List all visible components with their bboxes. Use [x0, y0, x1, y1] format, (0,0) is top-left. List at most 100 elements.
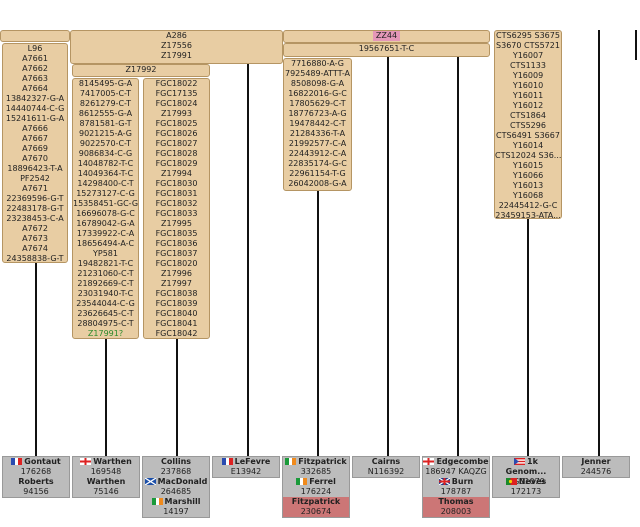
flag-icon — [505, 478, 517, 485]
kit: Cairns N116392 — [353, 457, 419, 477]
kit-group: Fitzpatrick 332685 Ferrel 176224 Fitzpatrick… — [282, 456, 350, 518]
snp-label: FGC18039 — [155, 299, 198, 308]
snp-label: 8261279-C-T — [79, 99, 132, 108]
kit-id: 176268 — [20, 467, 52, 476]
kit-name-text: Warthen — [86, 477, 126, 486]
kit-name: Roberts — [3, 477, 69, 487]
kit-name: Fitzpatrick — [283, 497, 349, 507]
snp-label: FGC18026 — [155, 129, 198, 138]
snp-label: FGC18025 — [155, 119, 198, 128]
snp-label: 7925489-ATTT-A — [284, 69, 351, 78]
snp-label: 13842327-G-A — [5, 94, 65, 103]
kit-name: Edgecombe — [423, 457, 489, 467]
kit-id: 176224 — [300, 487, 332, 496]
snp-block: 8145495-G-A 7417005-C-T 8261279-C-T 8612555… — [72, 78, 139, 339]
kit: Edgecombe 186947 KAQZG — [423, 457, 489, 477]
snp-label: 26042008-G-A — [288, 179, 347, 188]
kit-name-text: Jenner — [581, 457, 611, 466]
flag-icon — [285, 458, 297, 465]
kit-name-text: Fitzpatrick — [291, 497, 341, 506]
kit-id: 244576 — [580, 467, 612, 476]
snp-label: A7670 — [22, 154, 48, 163]
snp-label: Y16015 — [512, 161, 544, 170]
snp-label: A7662 — [22, 64, 48, 73]
snp-label: Z17991? — [87, 329, 124, 338]
snp-label: A7666 — [22, 124, 48, 133]
kit-name-text: Neves — [518, 477, 547, 486]
kit-name: Gontaut — [3, 457, 69, 467]
snp-label: 22483178-G-T — [6, 204, 64, 213]
snp-label: Z17996 — [161, 269, 192, 278]
flag-icon — [438, 478, 450, 485]
flag-icon — [514, 458, 526, 465]
snp-label: 17339922-C-A — [76, 229, 135, 238]
snp-label: CTS1864 — [510, 111, 546, 120]
snp-label: FGC18024 — [155, 99, 198, 108]
snp-label: A7663 — [22, 74, 48, 83]
snp-label: Z17995 — [161, 219, 192, 228]
snp-label: 9022570-C-T — [79, 139, 132, 148]
snp-label: CTS6295 S3675 — [496, 31, 560, 40]
snp-label: FGC18041 — [155, 319, 198, 328]
snp-label: FGC18033 — [155, 209, 198, 218]
snp-label: YP581 — [93, 249, 118, 258]
snp-label: Z17997 — [161, 279, 192, 288]
snp-label: A7671 — [22, 184, 48, 193]
kit: Neves 172173 — [493, 477, 559, 497]
snp-label: 8781581-G-T — [79, 119, 132, 128]
snp-label: 18896423-T-A — [7, 164, 63, 173]
snp-block: Z17992 — [72, 64, 210, 77]
snp-label: Z17992 — [125, 65, 157, 74]
kit-name-text: MacDonald — [157, 477, 208, 486]
snp-label: 19482821-T-C — [77, 259, 134, 268]
flag-icon — [423, 458, 435, 465]
snp-block: ZZ44 — [283, 30, 490, 43]
kit-name-text: Marshill — [164, 497, 201, 506]
snp-label: 21284336-T-A — [289, 129, 346, 138]
snp-label: 15241611-G-A — [5, 114, 65, 123]
snp-label: FGC18042 — [155, 329, 198, 338]
snp-label: 14049364-T-C — [77, 169, 134, 178]
snp-label: 24358838-G-T — [6, 254, 64, 263]
snp-label: FGC18027 — [155, 139, 198, 148]
snp-label: 23459153-ATA... — [495, 211, 561, 219]
kit-id: 172173 — [510, 487, 542, 496]
snp-label: 22961154-T-G — [289, 169, 346, 178]
kit: 1k Genom... HG01079 — [493, 457, 559, 486]
kit: Roberts 94156 — [3, 477, 69, 497]
snp-label: 23238453-C-A — [6, 214, 64, 223]
snp-label: ZZ44 — [372, 31, 401, 41]
snp-label: Z17994 — [161, 169, 192, 178]
snp-label: 15358451-GC-G — [73, 199, 139, 208]
kit-name: 1k Genom... — [493, 457, 559, 477]
snp-label: 7417005-C-T — [79, 89, 132, 98]
kit: Burn 178787 — [423, 477, 489, 497]
snp-label: 16696078-G-C — [76, 209, 135, 218]
kit-id: 178787 — [440, 487, 472, 496]
kit-name: LeFevre — [213, 457, 279, 467]
kit-name-text: Roberts — [18, 477, 54, 486]
snp-label: A7664 — [22, 84, 48, 93]
kit-id: 14197 — [163, 507, 189, 516]
flag-icon — [80, 458, 92, 465]
flag-icon — [151, 498, 163, 505]
snp-block: L96 A7661 A7662 A7663 A7664 13842327-G-A 14440… — [2, 43, 68, 263]
kit-group: 1k Genom... HG01079 Neves 172173 — [492, 456, 560, 498]
snp-label: 9086834-C-G — [78, 149, 133, 158]
snp-label: L96 — [27, 44, 43, 53]
snp-label: FGC18040 — [155, 309, 198, 318]
snp-label: Y16066 — [512, 171, 544, 180]
snp-label: Y16068 — [512, 191, 544, 200]
kit-name-text: Thomas — [438, 497, 474, 506]
snp-label: 22445412-G-C — [498, 201, 558, 210]
kit-id: E13942 — [230, 467, 262, 476]
kit: Gontaut 176268 — [3, 457, 69, 477]
kit-name-text: Collins — [160, 457, 192, 466]
snp-label: CTS5296 — [510, 121, 546, 130]
kit-name: Ferrel — [283, 477, 349, 487]
snp-label: FGC18022 — [155, 79, 198, 88]
kit-name-text: Cairns — [371, 457, 401, 466]
snp-label: FGC18020 — [155, 259, 198, 268]
